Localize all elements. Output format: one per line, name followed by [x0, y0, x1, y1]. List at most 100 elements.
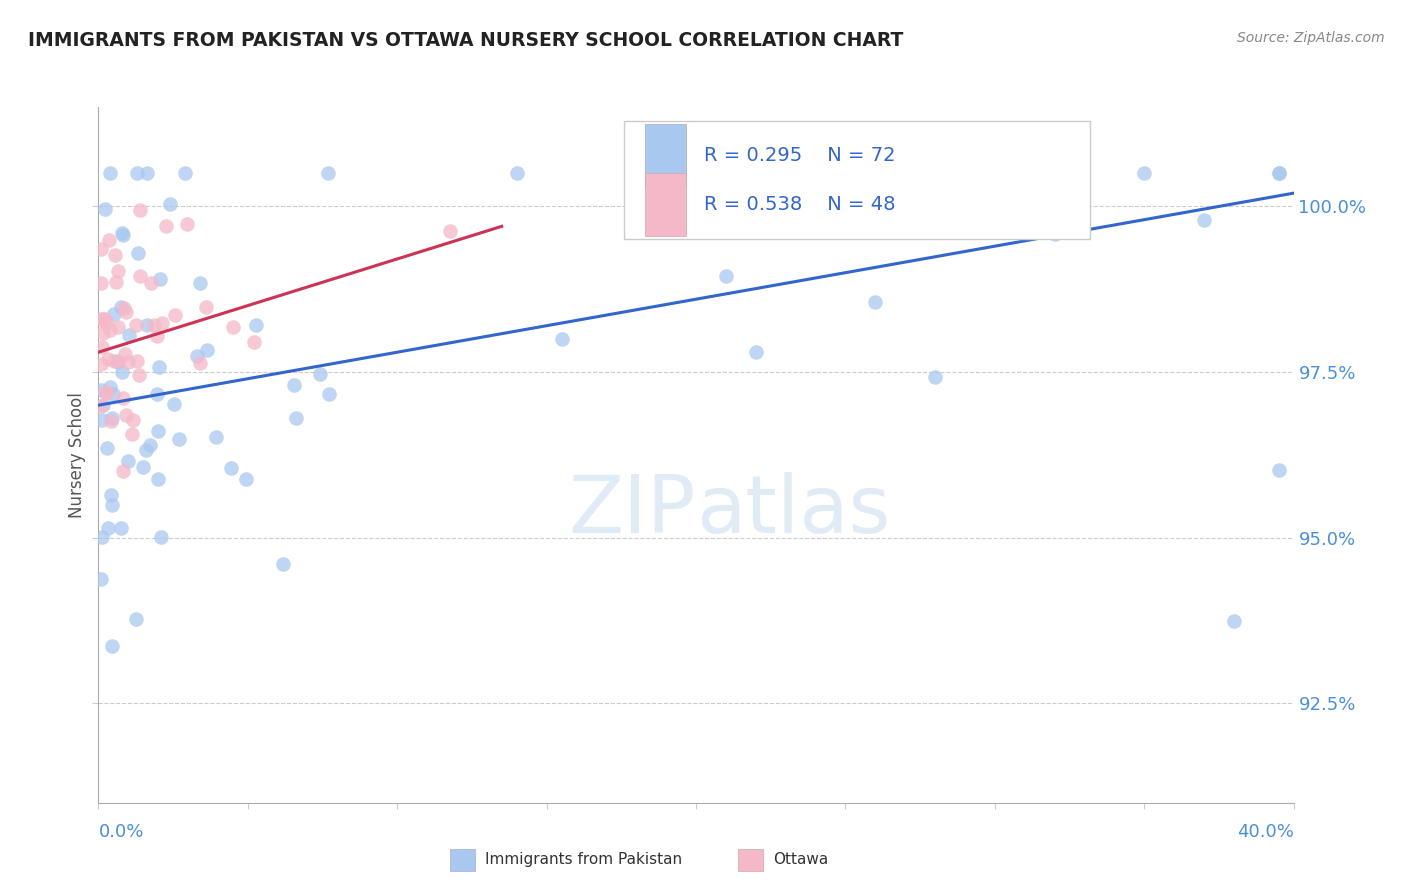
Point — [124, 612, 146, 626]
Point — [97, 521, 120, 535]
Point — [129, 269, 152, 284]
Point — [90, 400, 112, 414]
Text: Immigrants from Pakistan: Immigrants from Pakistan — [485, 853, 682, 867]
Point — [100, 498, 122, 512]
Point — [118, 328, 141, 343]
Point — [439, 224, 461, 238]
Point — [115, 408, 138, 422]
Point — [107, 353, 129, 368]
Point — [94, 202, 117, 217]
Point — [235, 473, 257, 487]
Point — [90, 242, 112, 256]
Point — [100, 323, 122, 337]
Point — [104, 276, 127, 290]
Point — [135, 442, 157, 457]
Point — [115, 305, 138, 319]
Point — [94, 316, 117, 330]
Point — [97, 352, 120, 367]
Point — [129, 202, 152, 217]
Point — [114, 347, 136, 361]
Point — [125, 353, 148, 368]
Point — [107, 355, 129, 369]
Point — [110, 300, 132, 314]
Point — [283, 378, 305, 392]
Point — [103, 308, 125, 322]
Point — [506, 166, 529, 180]
Point — [96, 442, 118, 456]
Point — [1133, 166, 1156, 180]
Point — [146, 328, 169, 343]
FancyBboxPatch shape — [624, 121, 1091, 239]
Point — [155, 219, 177, 233]
FancyBboxPatch shape — [644, 124, 686, 187]
Point — [136, 166, 159, 180]
Point — [169, 432, 191, 446]
Point — [117, 454, 139, 468]
Point — [111, 226, 134, 240]
Point — [149, 530, 172, 544]
Point — [195, 343, 218, 357]
Point — [984, 166, 1007, 180]
Point — [176, 217, 198, 231]
Point — [1223, 614, 1246, 628]
Point — [90, 572, 112, 586]
Point — [100, 414, 122, 428]
Text: R = 0.295    N = 72: R = 0.295 N = 72 — [704, 146, 896, 165]
Point — [146, 387, 169, 401]
Text: R = 0.538    N = 48: R = 0.538 N = 48 — [704, 195, 896, 214]
Point — [745, 345, 768, 359]
Text: ZIP: ZIP — [568, 472, 696, 549]
Point — [139, 438, 162, 452]
Point — [98, 166, 121, 180]
Point — [714, 268, 737, 283]
Point — [91, 326, 114, 340]
Point — [135, 318, 157, 332]
Text: Source: ZipAtlas.com: Source: ZipAtlas.com — [1237, 31, 1385, 45]
Point — [159, 197, 181, 211]
Point — [163, 397, 186, 411]
Point — [125, 166, 148, 180]
Point — [245, 318, 267, 333]
Point — [111, 391, 134, 405]
Point — [1043, 227, 1066, 241]
Point — [127, 245, 149, 260]
Point — [104, 248, 127, 262]
Point — [142, 318, 165, 332]
Point — [626, 166, 648, 180]
Point — [111, 227, 134, 242]
Point — [91, 398, 114, 412]
Y-axis label: Nursery School: Nursery School — [67, 392, 86, 518]
FancyBboxPatch shape — [644, 173, 686, 235]
Point — [285, 411, 308, 425]
Point — [101, 387, 124, 401]
Point — [90, 383, 112, 397]
Point — [91, 530, 114, 544]
Point — [309, 367, 332, 381]
Point — [186, 349, 208, 363]
Point — [148, 472, 170, 486]
Point — [107, 264, 129, 278]
Point — [148, 425, 170, 439]
Point — [128, 368, 150, 382]
FancyBboxPatch shape — [738, 849, 763, 871]
Point — [90, 312, 112, 326]
Point — [101, 410, 124, 425]
Point — [924, 370, 946, 384]
Point — [195, 300, 218, 314]
Point — [139, 277, 162, 291]
Point — [550, 332, 572, 346]
Point — [122, 413, 145, 427]
Point — [318, 387, 340, 401]
Point — [90, 357, 112, 371]
Point — [117, 355, 139, 369]
Point — [1267, 462, 1289, 476]
Point — [100, 639, 122, 653]
Text: Ottawa: Ottawa — [773, 853, 828, 867]
Point — [111, 465, 134, 479]
Point — [111, 365, 134, 379]
Text: 40.0%: 40.0% — [1237, 822, 1294, 840]
Point — [98, 380, 121, 394]
Point — [165, 308, 187, 322]
Point — [110, 521, 132, 535]
Point — [90, 340, 112, 354]
